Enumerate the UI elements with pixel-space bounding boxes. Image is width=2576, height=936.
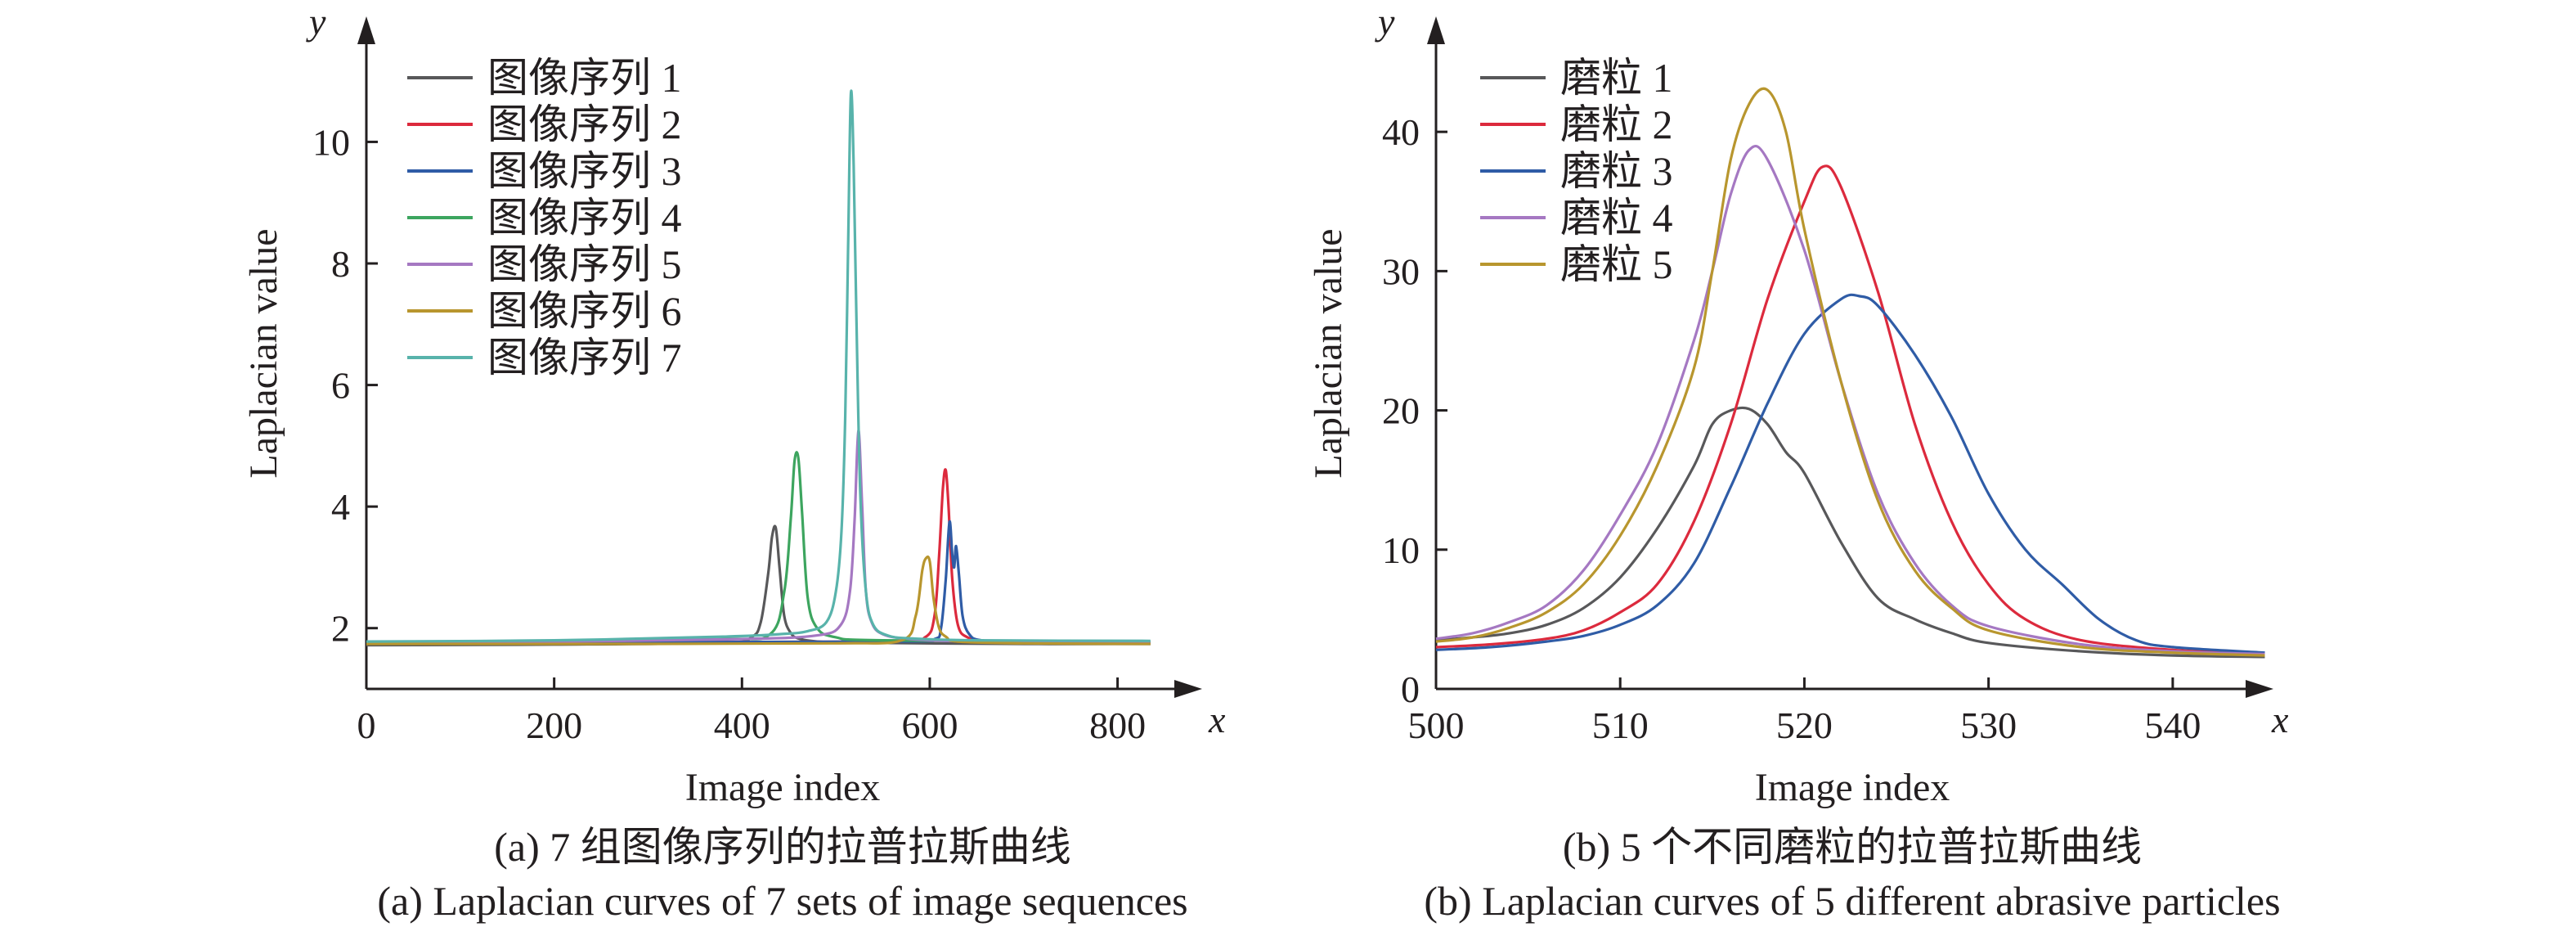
plot-area-a <box>366 89 1151 647</box>
legend-label-b-4: 磨粒 4 <box>1560 195 1673 241</box>
y-axis-arrow-a <box>357 16 375 44</box>
x-axis-label-a: Image index <box>685 766 881 809</box>
legend-label-b-5: 磨粒 5 <box>1560 241 1673 287</box>
y-tick-label-b: 0 <box>1401 668 1420 710</box>
y-axis-label-a: Laplacian value <box>242 228 285 478</box>
x-tick-label-a: 400 <box>714 704 770 746</box>
y-tick-label-a: 4 <box>331 486 350 528</box>
x-tick-label-a: 800 <box>1089 704 1146 746</box>
y-tick-label-b: 10 <box>1382 529 1420 571</box>
legend-label-b-3: 磨粒 3 <box>1560 148 1673 194</box>
x-tick-label-b: 510 <box>1592 704 1649 746</box>
x-tick-label-b: 520 <box>1776 704 1833 746</box>
series-line-a-5 <box>366 429 1151 645</box>
legend-label-b-2: 磨粒 2 <box>1560 101 1673 147</box>
y-tick-label-b: 40 <box>1382 111 1420 153</box>
axes-a: 0 200 400 600 800 2 4 6 8 10 <box>312 16 1202 746</box>
x-tick-label-b: 500 <box>1408 704 1465 746</box>
x-tick-label-b: 540 <box>2144 704 2201 746</box>
series-line-b-5 <box>1435 87 2265 657</box>
legend-label-a-1: 图像序列 1 <box>487 55 682 101</box>
y-tick-label-b: 30 <box>1382 250 1420 292</box>
x-axis-arrow-b <box>2246 680 2273 698</box>
y-axis-label-b: Laplacian value <box>1307 228 1350 478</box>
x-tick-label-a: 200 <box>526 704 582 746</box>
legend-label-a-2: 图像序列 2 <box>487 101 682 147</box>
series-line-a-1 <box>366 524 1151 647</box>
series-line-a-3 <box>366 520 1151 645</box>
y-tick-label-a: 10 <box>312 121 350 163</box>
plot-area-b <box>1435 87 2265 659</box>
y-tick-label-a: 2 <box>331 608 350 650</box>
axes-b: 500 510 520 530 540 0 10 20 30 40 <box>1382 16 2273 746</box>
x-tick-label-a: 0 <box>357 704 376 746</box>
y-tick-label-a: 8 <box>331 243 350 285</box>
legend-label-a-5: 图像序列 5 <box>487 241 682 287</box>
series-line-b-3 <box>1435 293 2265 655</box>
legend-label-a-6: 图像序列 6 <box>487 288 682 334</box>
series-line-b-2 <box>1435 164 2265 655</box>
legend-b: 磨粒 1磨粒 2磨粒 3磨粒 4磨粒 5 <box>1480 55 1673 287</box>
y-axis-symbol-a: y <box>306 1 326 43</box>
caption-en-b: (b) Laplacian curves of 5 different abra… <box>1424 878 2280 924</box>
y-axis-symbol-b: y <box>1375 1 1395 43</box>
series-line-b-4 <box>1435 144 2265 655</box>
series-line-a-2 <box>366 468 1151 644</box>
caption-en-a: (a) Laplacian curves of 7 sets of image … <box>377 878 1187 924</box>
caption-zh-b: (b) 5 个不同磨粒的拉普拉斯曲线 <box>1563 824 2142 870</box>
legend-label-b-1: 磨粒 1 <box>1560 55 1673 101</box>
x-tick-label-a: 600 <box>901 704 958 746</box>
y-tick-label-b: 20 <box>1382 390 1420 432</box>
x-axis-label-b: Image index <box>1755 766 1950 809</box>
legend-label-a-4: 图像序列 4 <box>487 195 682 241</box>
series-line-b-1 <box>1435 406 2265 659</box>
x-axis-symbol-a: x <box>1208 699 1226 740</box>
series-line-a-6 <box>366 555 1151 646</box>
caption-zh-a: (a) 7 组图像序列的拉普拉斯曲线 <box>494 824 1071 870</box>
legend-label-a-3: 图像序列 3 <box>487 148 682 194</box>
series-line-a-7 <box>366 89 1151 643</box>
legend-label-a-7: 图像序列 7 <box>487 335 682 380</box>
x-axis-symbol-b: x <box>2271 699 2289 740</box>
y-tick-label-a: 6 <box>331 365 350 407</box>
series-line-a-4 <box>366 451 1151 644</box>
x-axis-arrow-a <box>1174 680 1202 698</box>
x-tick-label-b: 530 <box>1960 704 2017 746</box>
y-axis-arrow-b <box>1427 16 1445 44</box>
